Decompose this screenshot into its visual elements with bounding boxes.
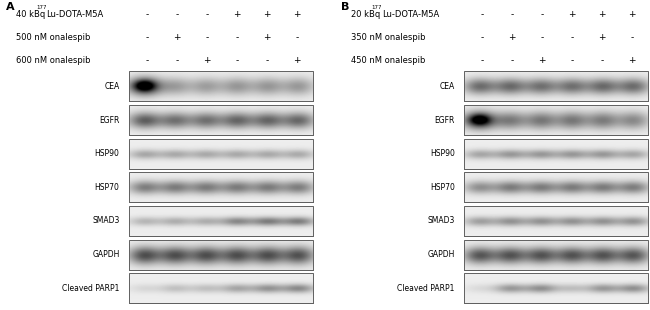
Bar (129, 206, 313, 236)
Text: HSP70: HSP70 (430, 183, 455, 192)
Text: -: - (235, 33, 239, 42)
Bar (129, 105, 313, 135)
Text: +: + (233, 10, 240, 19)
Bar (464, 105, 648, 135)
Text: -: - (630, 33, 634, 42)
Text: -: - (205, 10, 209, 19)
Text: EGFR: EGFR (434, 116, 455, 125)
Bar (464, 240, 648, 270)
Text: +: + (174, 33, 181, 42)
Text: Lu-DOTA-M5A: Lu-DOTA-M5A (47, 10, 104, 19)
Text: +: + (629, 10, 636, 19)
Text: -: - (480, 33, 484, 42)
Text: 177: 177 (36, 5, 47, 10)
Text: +: + (599, 33, 606, 42)
Bar (464, 105, 648, 135)
Text: Cleaved PARP1: Cleaved PARP1 (62, 284, 120, 293)
Bar (129, 139, 313, 169)
Text: 500 nM onalespib: 500 nM onalespib (16, 33, 90, 42)
Bar (129, 273, 313, 303)
Text: -: - (571, 56, 574, 65)
Text: -: - (176, 56, 179, 65)
Text: +: + (568, 10, 576, 19)
Text: 177: 177 (371, 5, 382, 10)
Text: -: - (601, 56, 604, 65)
Text: -: - (235, 56, 239, 65)
Text: -: - (541, 33, 544, 42)
Bar (464, 240, 648, 270)
Text: -: - (541, 10, 544, 19)
Bar (464, 172, 648, 202)
Text: -: - (265, 56, 268, 65)
Text: +: + (629, 56, 636, 65)
Bar (464, 206, 648, 236)
Text: GAPDH: GAPDH (428, 250, 455, 259)
Text: Lu-DOTA-M5A: Lu-DOTA-M5A (382, 10, 439, 19)
Text: -: - (510, 56, 514, 65)
Bar (129, 172, 313, 202)
Bar (129, 240, 313, 270)
Bar (464, 71, 648, 101)
Text: 20 kBq: 20 kBq (351, 10, 383, 19)
Bar (129, 240, 313, 270)
Bar (129, 139, 313, 169)
Text: -: - (510, 10, 514, 19)
Bar (464, 139, 648, 169)
Bar (129, 172, 313, 202)
Text: CEA: CEA (439, 82, 455, 91)
Text: +: + (263, 33, 271, 42)
Text: EGFR: EGFR (99, 116, 120, 125)
Text: +: + (508, 33, 516, 42)
Text: HSP90: HSP90 (95, 149, 120, 158)
Text: -: - (146, 56, 149, 65)
Bar (464, 206, 648, 236)
Bar (464, 71, 648, 101)
Text: -: - (571, 33, 574, 42)
Text: HSP90: HSP90 (430, 149, 455, 158)
Text: -: - (295, 33, 298, 42)
Text: 600 nM onalespib: 600 nM onalespib (16, 56, 90, 65)
Bar (129, 273, 313, 303)
Text: -: - (176, 10, 179, 19)
Bar (464, 139, 648, 169)
Bar (464, 273, 648, 303)
Text: +: + (293, 56, 301, 65)
Text: +: + (263, 10, 271, 19)
Text: A: A (6, 2, 15, 12)
Text: +: + (538, 56, 546, 65)
Bar (129, 71, 313, 101)
Text: SMAD3: SMAD3 (428, 216, 455, 225)
Text: Cleaved PARP1: Cleaved PARP1 (397, 284, 455, 293)
Text: 350 nM onalespib: 350 nM onalespib (351, 33, 425, 42)
Text: +: + (293, 10, 301, 19)
Bar (129, 105, 313, 135)
Text: 40 kBq: 40 kBq (16, 10, 47, 19)
Bar (464, 172, 648, 202)
Text: +: + (599, 10, 606, 19)
Text: -: - (205, 33, 209, 42)
Text: -: - (480, 56, 484, 65)
Text: HSP70: HSP70 (95, 183, 120, 192)
Text: -: - (480, 10, 484, 19)
Text: B: B (341, 2, 350, 12)
Text: GAPDH: GAPDH (92, 250, 120, 259)
Bar (129, 206, 313, 236)
Bar (464, 273, 648, 303)
Text: -: - (146, 33, 149, 42)
Text: CEA: CEA (105, 82, 120, 91)
Bar (129, 71, 313, 101)
Text: -: - (146, 10, 149, 19)
Text: SMAD3: SMAD3 (92, 216, 120, 225)
Text: +: + (203, 56, 211, 65)
Text: 450 nM onalespib: 450 nM onalespib (351, 56, 425, 65)
